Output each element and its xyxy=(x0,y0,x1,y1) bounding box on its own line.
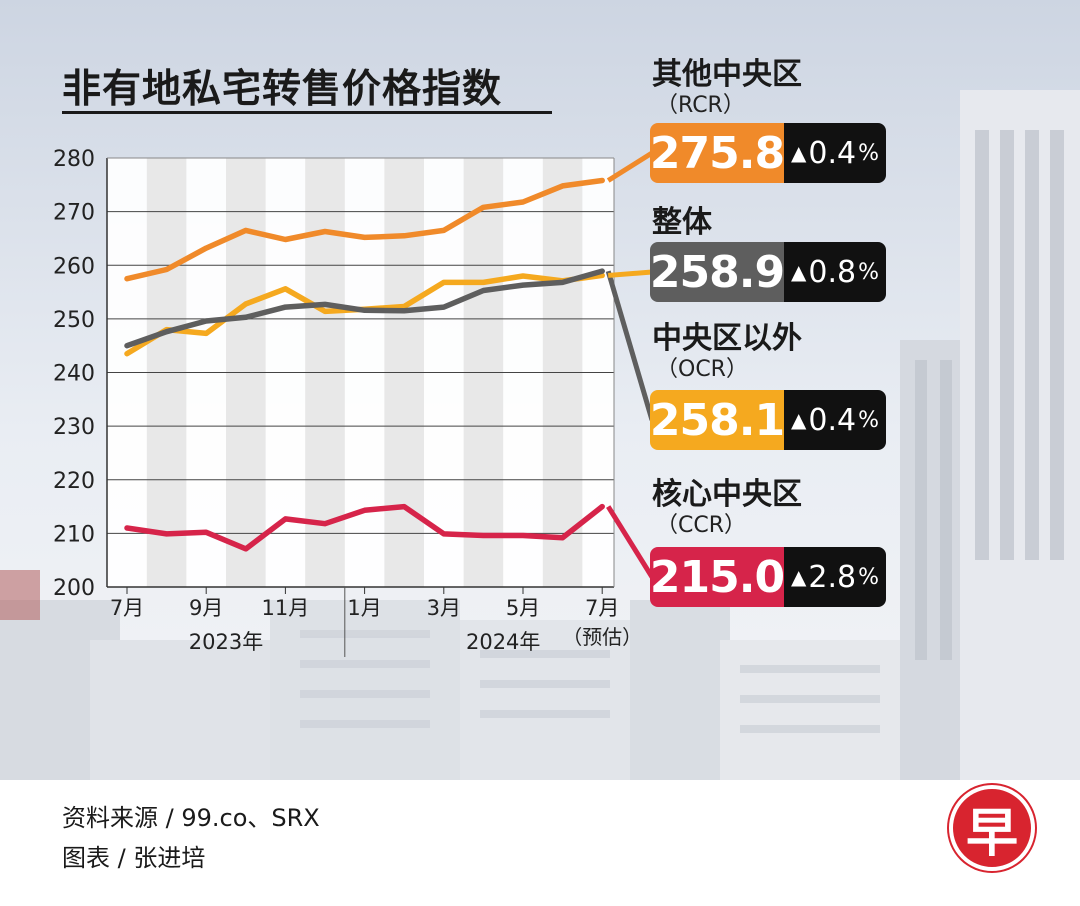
y-tick-label: 280 xyxy=(53,147,95,172)
value-overall: 258.9 xyxy=(650,242,785,302)
x-tick-label: 5月 xyxy=(506,596,540,620)
label-ocr-abbr: （OCR） xyxy=(656,357,748,382)
x-tick-label: 1月 xyxy=(347,596,381,620)
y-tick-labels: 200 210 220 230 240 250 260 270 280 xyxy=(53,147,95,601)
value-box-overall: 258.9 ▲ 0.8% xyxy=(650,242,886,302)
change-overall: ▲ 0.8% xyxy=(784,242,886,302)
change-overall-number: 0.8 xyxy=(808,254,857,290)
change-ocr-number: 0.4 xyxy=(808,402,857,438)
y-tick-label: 260 xyxy=(53,254,95,279)
label-rcr: 其他中央区 （RCR） xyxy=(652,58,802,120)
value-box-rcr: 275.8 ▲ 0.4% xyxy=(650,123,886,183)
axes xyxy=(106,157,615,657)
x-tick-label: 7月 xyxy=(110,596,144,620)
change-ocr: ▲ 0.4% xyxy=(784,390,886,450)
change-rcr: ▲ 0.4% xyxy=(784,123,886,183)
y-tick-label: 200 xyxy=(53,576,95,601)
x-tick-label: 11月 xyxy=(262,596,310,620)
change-ccr-number: 2.8 xyxy=(808,559,857,595)
label-ocr: 中央区以外 （OCR） xyxy=(652,322,802,384)
credit-text: 图表 / 张进培 xyxy=(62,844,206,872)
x-year-label: 2024年 xyxy=(466,630,540,654)
y-tick-label: 240 xyxy=(53,362,95,387)
x-tick-label: 3月 xyxy=(427,596,461,620)
up-arrow-icon: ▲ xyxy=(790,141,807,165)
up-arrow-icon: ▲ xyxy=(790,565,807,589)
change-ccr: ▲ 2.8% xyxy=(784,547,886,607)
value-box-ccr: 215.0 ▲ 2.8% xyxy=(650,547,886,607)
connector-line xyxy=(606,150,654,183)
label-ccr-name: 核心中央区 xyxy=(652,477,802,512)
change-ocr-percent: % xyxy=(858,407,879,433)
y-tick-label: 220 xyxy=(53,469,95,494)
value-rcr: 275.8 xyxy=(650,123,785,183)
value-ccr: 215.0 xyxy=(650,547,785,607)
y-tick-label: 250 xyxy=(53,308,95,333)
label-ocr-name: 中央区以外 xyxy=(652,321,802,356)
change-rcr-number: 0.4 xyxy=(808,135,857,171)
x-tick-label: 7月 xyxy=(585,596,619,620)
up-arrow-icon: ▲ xyxy=(790,408,807,432)
y-tick-label: 210 xyxy=(53,522,95,547)
y-tick-label: 230 xyxy=(53,415,95,440)
label-rcr-name: 其他中央区 xyxy=(652,57,802,92)
x-tick-label: 9月 xyxy=(189,596,223,620)
chart-title: 非有地私宅转售价格指数 xyxy=(62,67,503,112)
connector-line xyxy=(608,269,653,278)
source-text: 资料来源 / 99.co、SRX xyxy=(62,804,320,832)
x-year-label: 2023年 xyxy=(189,630,263,654)
series-lines xyxy=(124,177,605,552)
change-ccr-percent: % xyxy=(858,564,879,590)
label-ccr: 核心中央区 （CCR） xyxy=(652,478,802,540)
x-tick-labels: 7月 9月 11月 1月 3月 5月 7月 2023年 2024年 （预估） xyxy=(110,587,642,654)
connector-line xyxy=(605,270,655,421)
label-ccr-abbr: （CCR） xyxy=(656,513,747,538)
label-overall: 整体 xyxy=(652,206,712,240)
label-overall-name: 整体 xyxy=(652,205,712,240)
label-connectors xyxy=(605,150,655,579)
up-arrow-icon: ▲ xyxy=(790,260,807,284)
zaobao-logo-icon: 早 xyxy=(949,785,1035,871)
value-ocr: 258.1 xyxy=(650,390,785,450)
change-rcr-percent: % xyxy=(858,140,879,166)
value-box-ocr: 258.1 ▲ 0.4% xyxy=(650,390,886,450)
label-rcr-abbr: （RCR） xyxy=(656,93,745,118)
x-note-label: （预估） xyxy=(562,625,642,649)
connector-line xyxy=(606,505,655,579)
change-overall-percent: % xyxy=(858,259,879,285)
title-underline xyxy=(62,111,552,114)
y-tick-label: 270 xyxy=(53,201,95,226)
